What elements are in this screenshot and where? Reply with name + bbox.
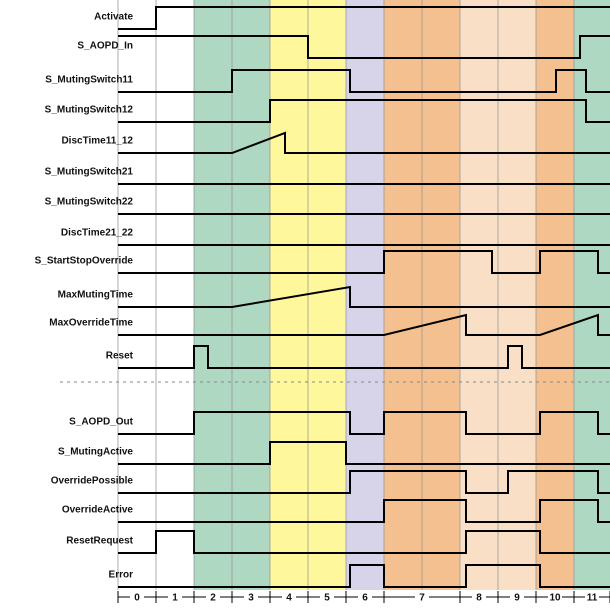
waveform [118,441,610,465]
step-axis: 0 1 2 3 4 5 6 7 8 9 10 11 [117,591,610,604]
step-label-bg [244,591,258,603]
signal-label: OverrideActive [62,505,134,516]
step-label-bg [282,591,296,603]
signal-label: Reset [106,351,134,362]
step-label: 8 [476,593,482,604]
waveform [118,564,610,588]
phase [118,0,156,590]
step-label-bg [415,591,429,603]
step-label-bg [472,591,486,603]
waveform [118,530,610,554]
step-label: 11 [587,593,598,604]
waveform [118,69,610,93]
signal-label: S_AOPD_In [77,41,133,52]
signal-label: S_AOPD_Out [69,417,134,428]
step-label-bg [320,591,334,603]
step-label-bg [358,591,372,603]
phase [498,0,536,590]
phase [346,0,384,590]
phase [574,0,610,590]
waveform [118,250,610,274]
waveform [118,411,610,435]
phase [308,0,346,590]
step-label: 10 [549,593,561,604]
signal-label: OverridePossible [51,476,134,487]
signal-label: DiscTime21_22 [61,228,134,239]
signal-label: S_MutingActive [58,447,133,458]
phase [156,0,194,590]
signal-label: S_StartStopOverride [35,256,134,267]
signal-label: ResetRequest [66,536,133,547]
grid [117,0,575,590]
step-label: 3 [248,593,254,604]
ramp-waveform [118,313,610,336]
signal-label: DiscTime11_12 [61,136,133,147]
signal-label: MaxOverrideTime [49,318,133,329]
signal-label: Error [109,570,134,581]
step-label: 7 [419,593,425,604]
step-label: 9 [514,593,520,604]
step-label-bg [585,591,599,603]
signal-label: S_MutingSwitch11 [45,75,133,86]
signal-label: S_MutingSwitch22 [45,197,134,208]
step-label-bg [510,591,524,603]
waveforms [118,6,610,588]
waveform [118,499,610,523]
waveform [118,6,610,30]
ramp-waveform [118,131,610,154]
step-label-bg [168,591,182,603]
step-label-bg [206,591,220,603]
signal-label: S_MutingSwitch21 [45,167,134,178]
signal-labels: Activate S_AOPD_In S_MutingSwitch11 S_Mutin… [35,12,134,581]
phase [536,0,574,590]
step-label-bg [130,591,144,603]
step-label: 1 [172,593,178,604]
waveform [118,345,610,369]
waveform [118,99,610,123]
step-label-bg [548,591,562,603]
signal-label: Activate [94,12,133,23]
signal-label: S_MutingSwitch12 [45,105,134,116]
waveform [118,35,610,59]
phase [232,0,270,590]
ramp-waveform [118,285,610,308]
step-label: 2 [210,593,216,604]
step-label: 5 [324,593,330,604]
step-label: 6 [362,593,368,604]
signal-label: MaxMutingTime [58,290,134,301]
step-label: 4 [286,593,292,604]
step-label: 0 [134,593,140,604]
phase [194,0,232,590]
waveform [118,470,610,494]
